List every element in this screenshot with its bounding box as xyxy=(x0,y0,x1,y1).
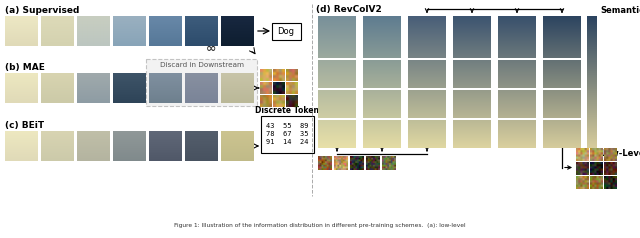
FancyBboxPatch shape xyxy=(260,115,314,153)
Text: (d) RevColV2: (d) RevColV2 xyxy=(316,5,381,14)
Text: Discrete Token: Discrete Token xyxy=(255,106,319,115)
Text: (a) Supervised: (a) Supervised xyxy=(5,6,79,15)
Text: (c) BEiT: (c) BEiT xyxy=(5,121,44,130)
Text: ∞: ∞ xyxy=(206,42,217,55)
Text: (b) MAE: (b) MAE xyxy=(5,63,45,72)
FancyBboxPatch shape xyxy=(271,23,301,40)
FancyBboxPatch shape xyxy=(146,59,257,106)
Text: Semantic: Semantic xyxy=(600,6,640,15)
Text: Dog: Dog xyxy=(278,26,294,35)
Text: 43  55  89
78  67  35
91  14  24: 43 55 89 78 67 35 91 14 24 xyxy=(266,123,308,145)
Text: Low-Level: Low-Level xyxy=(600,149,640,158)
Text: Figure 1: Illustration of the information distribution in different pre-training: Figure 1: Illustration of the informatio… xyxy=(174,223,466,228)
Text: Discard in Downstream: Discard in Downstream xyxy=(159,62,243,68)
